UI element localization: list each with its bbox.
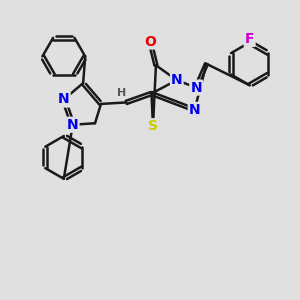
Text: F: F [245, 32, 254, 46]
Text: O: O [144, 34, 156, 49]
Text: N: N [189, 103, 200, 117]
Text: H: H [117, 88, 126, 98]
Text: S: S [148, 119, 158, 133]
Text: N: N [190, 81, 202, 94]
Text: N: N [67, 118, 79, 132]
Text: F: F [245, 32, 254, 46]
Text: N: N [58, 92, 70, 106]
Text: N: N [171, 73, 183, 87]
